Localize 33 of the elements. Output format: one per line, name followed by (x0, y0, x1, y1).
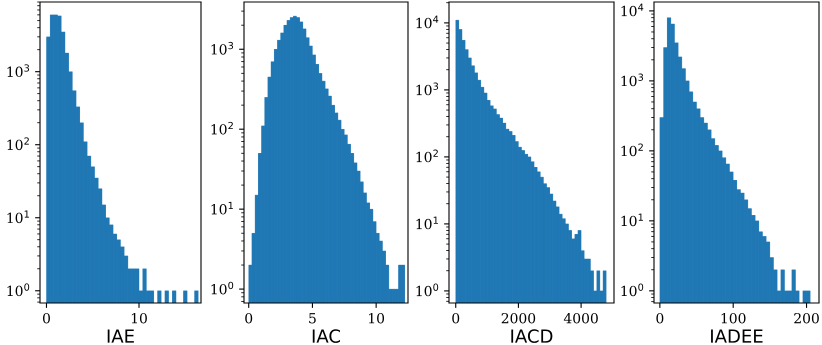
x-tick-label: 2000 (502, 312, 536, 324)
y-tick-label: 10$^{2}$ (416, 150, 438, 162)
y-tick-label: 10$^{2}$ (622, 144, 643, 156)
x-tick-label: 0 (656, 312, 664, 324)
y-tick-label: 10$^{3}$ (622, 74, 644, 86)
x-tick-label: 0 (42, 312, 50, 324)
y-tick-label: 10$^{0}$ (622, 283, 644, 296)
x-axis-title: IAC (312, 329, 340, 343)
y-tick-label: 10$^{4}$ (622, 4, 644, 16)
x-tick-label: 100 (722, 312, 746, 324)
x-tick-label: 5 (309, 313, 316, 324)
y-tick-label: 10$^{1}$ (416, 216, 438, 230)
y-tick-label: 10$^{2}$ (8, 137, 29, 150)
y-tick-label: 10$^{1}$ (8, 210, 29, 224)
x-tick-label: 10 (369, 312, 384, 324)
y-tick-label: 10$^{4}$ (416, 16, 438, 28)
y-tick-label: 10$^{3}$ (212, 42, 234, 55)
x-tick-label: 10 (132, 312, 147, 324)
x-tick-label: 4000 (564, 312, 598, 324)
x-tick-label: 0 (245, 312, 252, 324)
y-tick-label: 10$^{0}$ (416, 284, 438, 296)
y-tick-label: 10$^{3}$ (8, 64, 30, 78)
x-axis-title: IADEE (711, 330, 763, 343)
y-tick-label: 10$^{1}$ (622, 214, 643, 226)
y-tick-label: 10$^{2}$ (212, 122, 233, 135)
y-tick-label: 10$^{0}$ (8, 283, 30, 296)
x-axis-title: IAE (108, 330, 134, 343)
y-tick-label: 10$^{1}$ (212, 202, 233, 215)
y-tick-label: 10$^{3}$ (416, 82, 438, 96)
y-tick-label: 10$^{0}$ (212, 282, 234, 294)
x-tick-label: 0 (452, 312, 460, 324)
x-tick-label: 200 (794, 312, 819, 324)
x-axis-title: IACD (511, 329, 552, 343)
